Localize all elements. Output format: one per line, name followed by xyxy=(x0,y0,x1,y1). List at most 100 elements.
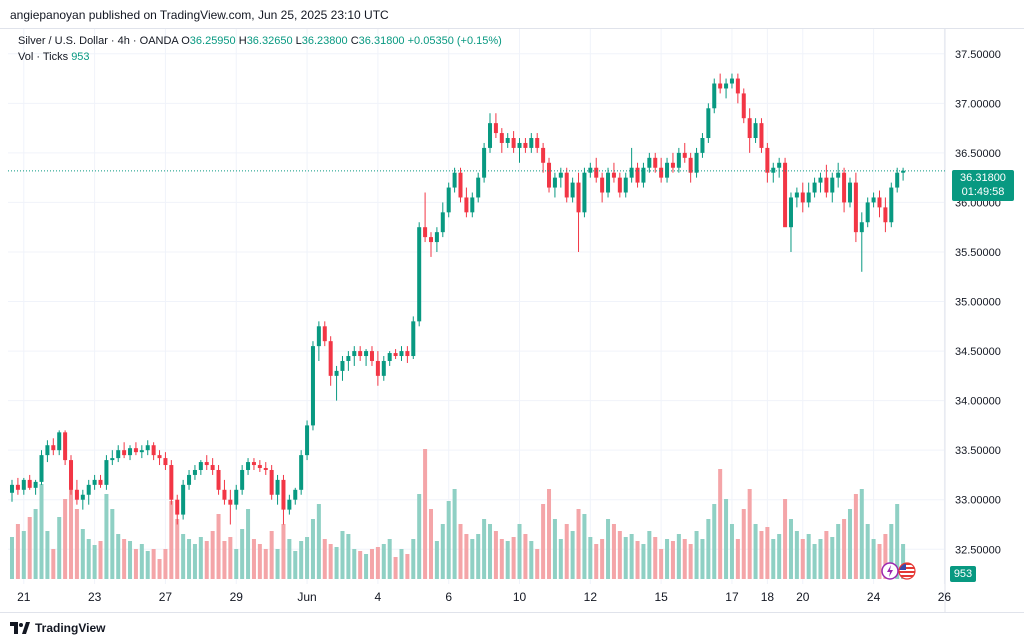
candle-body xyxy=(694,152,699,173)
volume-bar xyxy=(293,551,298,579)
candle xyxy=(877,190,882,218)
volume-bar xyxy=(198,537,203,579)
candle xyxy=(694,147,699,178)
time-tick-label: 12 xyxy=(584,590,598,604)
candle-body xyxy=(328,341,333,376)
volume-bar xyxy=(718,469,723,579)
candlestick-chart[interactable]: 37.5000037.0000036.5000036.0000035.50000… xyxy=(0,29,1024,612)
candle xyxy=(246,458,251,475)
volume-bar xyxy=(310,519,315,579)
volume-bar xyxy=(15,524,20,579)
candle-body xyxy=(641,167,646,183)
time-axis[interactable]: 21 23 27 29 Jun 4 6 10 12 15 17 18 20 24 26 xyxy=(17,590,951,604)
candle xyxy=(570,177,575,203)
candle xyxy=(275,474,280,505)
candle xyxy=(783,157,788,228)
candle xyxy=(458,167,463,203)
candle-body xyxy=(293,489,298,500)
time-tick-label: 21 xyxy=(17,590,31,604)
volume-bar xyxy=(358,551,363,579)
volume-bar xyxy=(877,544,882,579)
candle xyxy=(21,477,26,495)
candle-body xyxy=(27,479,32,488)
tradingview-logo-icon xyxy=(10,622,30,634)
tradingview-brand[interactable]: TradingView xyxy=(10,621,105,635)
volume-bar xyxy=(69,479,74,579)
volume-bar xyxy=(777,534,782,579)
candle xyxy=(187,469,192,490)
volume-bar xyxy=(9,537,15,579)
volume-bar xyxy=(352,549,357,579)
volume-bar xyxy=(423,449,428,579)
candle-body xyxy=(676,152,681,168)
candle-body xyxy=(523,142,528,148)
candle xyxy=(198,460,203,475)
chart-grid xyxy=(8,29,946,612)
candle-body xyxy=(871,197,876,203)
price-tick-label: 37.00000 xyxy=(955,98,1001,110)
volume-bar xyxy=(80,529,85,579)
candle-body xyxy=(783,162,788,228)
candle xyxy=(488,113,493,153)
candle-body xyxy=(682,152,687,158)
price-axis[interactable]: 37.5000037.0000036.5000036.0000035.50000… xyxy=(955,49,1001,556)
candle-body xyxy=(470,197,475,213)
bar-countdown: 01:49:58 xyxy=(961,186,1005,198)
volume-label[interactable]: Vol · Ticks xyxy=(18,51,69,63)
volume-bar xyxy=(157,559,162,579)
candle-body xyxy=(446,187,451,213)
lightning-icon[interactable] xyxy=(881,562,899,580)
candle xyxy=(287,494,292,515)
candle-body xyxy=(800,192,805,203)
time-tick-label: 10 xyxy=(513,590,527,604)
candle xyxy=(641,162,646,188)
time-tick-label: 17 xyxy=(725,590,739,604)
candle-body xyxy=(375,360,380,376)
candle-body xyxy=(216,469,221,490)
candle xyxy=(375,351,380,386)
candle xyxy=(39,450,44,485)
volume-bar xyxy=(328,544,333,579)
volume-tag: 953 xyxy=(950,566,976,582)
volume-bar xyxy=(222,541,227,579)
candle xyxy=(847,177,852,208)
candle-body xyxy=(9,484,15,493)
candle-body xyxy=(316,326,321,347)
candle xyxy=(305,420,310,461)
candle-body xyxy=(74,489,79,500)
time-tick-label: 29 xyxy=(230,590,244,604)
candle-body xyxy=(883,207,888,223)
volume-bar xyxy=(39,484,44,579)
candle-body xyxy=(175,499,180,515)
time-tick-label: 6 xyxy=(445,590,452,604)
volume-bar xyxy=(393,557,398,579)
candle xyxy=(765,142,770,183)
symbol-name[interactable]: Silver / U.S. Dollar · 4h · OANDA xyxy=(18,35,179,47)
top-bar: angiepanoyan published on TradingView.co… xyxy=(0,0,1024,29)
candle xyxy=(493,113,498,139)
volume-bar xyxy=(110,509,115,579)
candle xyxy=(446,182,451,218)
candle xyxy=(369,346,374,366)
volume-bar xyxy=(594,544,599,579)
candle-body xyxy=(830,177,835,193)
volume-bar xyxy=(440,524,445,579)
price-tick-label: 33.00000 xyxy=(955,495,1001,507)
volume-bar xyxy=(523,534,528,579)
volume-bar xyxy=(204,541,209,579)
candle-body xyxy=(617,177,622,193)
candle-body xyxy=(322,326,327,342)
candle xyxy=(688,152,693,183)
candle-body xyxy=(623,177,628,193)
volume-bar xyxy=(246,509,251,579)
candle xyxy=(706,103,711,143)
volume-bar xyxy=(865,524,870,579)
candle xyxy=(511,131,516,153)
candle xyxy=(724,78,729,99)
us-flag-icon[interactable] xyxy=(898,562,916,580)
volume-bar xyxy=(228,537,233,579)
volume-bar xyxy=(181,534,186,579)
candle-body xyxy=(635,167,640,183)
candle xyxy=(659,157,664,183)
candle xyxy=(547,157,552,193)
